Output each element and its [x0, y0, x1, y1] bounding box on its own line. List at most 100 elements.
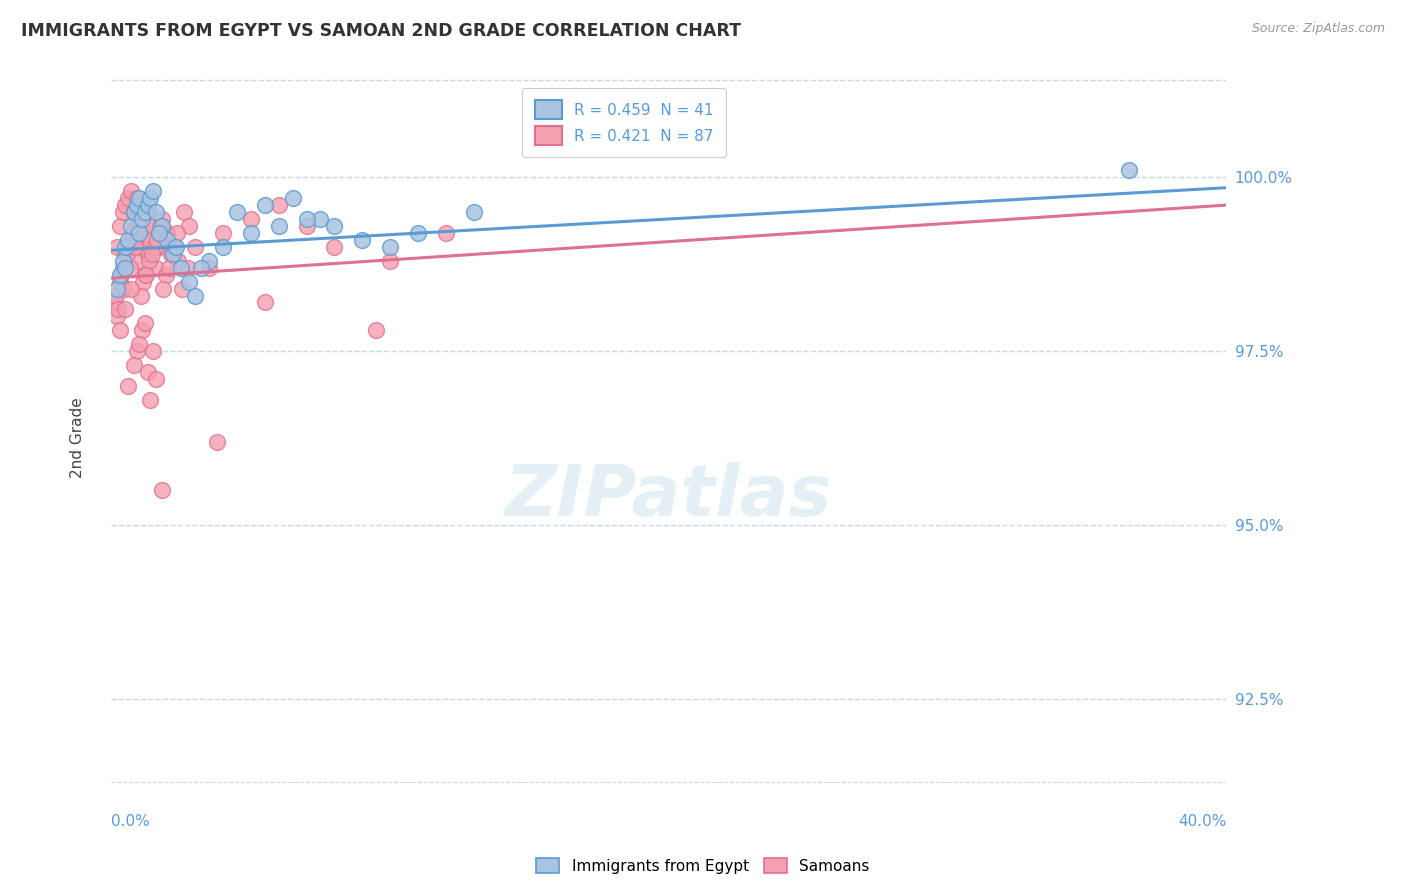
- Point: [115, 247, 138, 261]
- Point: [190, 260, 212, 275]
- Point: [105, 281, 128, 295]
- Point: [110, 268, 132, 282]
- Point: [122, 205, 145, 219]
- Point: [120, 184, 142, 198]
- Point: [142, 184, 165, 198]
- Point: [162, 240, 184, 254]
- Point: [111, 260, 134, 275]
- Point: [1118, 163, 1140, 178]
- Point: [309, 212, 332, 227]
- Point: [114, 247, 136, 261]
- Point: [134, 226, 156, 240]
- Point: [122, 205, 145, 219]
- Point: [267, 219, 290, 233]
- Point: [136, 198, 159, 212]
- Point: [129, 288, 152, 302]
- Point: [323, 219, 346, 233]
- Point: [112, 281, 135, 295]
- Point: [111, 205, 134, 219]
- Point: [134, 316, 156, 330]
- Point: [463, 205, 485, 219]
- Point: [366, 323, 388, 337]
- Point: [378, 240, 401, 254]
- Point: [142, 344, 165, 359]
- Point: [145, 205, 167, 219]
- Text: 0.0%: 0.0%: [111, 814, 150, 829]
- Point: [212, 240, 235, 254]
- Point: [108, 323, 131, 337]
- Point: [167, 253, 190, 268]
- Point: [239, 212, 262, 227]
- Point: [117, 191, 139, 205]
- Point: [134, 268, 156, 282]
- Point: [125, 344, 148, 359]
- Point: [139, 233, 162, 247]
- Point: [134, 205, 156, 219]
- Point: [155, 268, 177, 282]
- Point: [198, 260, 221, 275]
- Point: [111, 253, 134, 268]
- Point: [114, 240, 136, 254]
- Point: [125, 219, 148, 233]
- Point: [118, 260, 141, 275]
- Point: [114, 198, 136, 212]
- Point: [117, 379, 139, 393]
- Point: [120, 281, 142, 295]
- Legend: R = 0.459  N = 41, R = 0.421  N = 87: R = 0.459 N = 41, R = 0.421 N = 87: [523, 88, 725, 157]
- Point: [225, 205, 247, 219]
- Point: [107, 302, 129, 317]
- Point: [124, 240, 146, 254]
- Point: [253, 198, 276, 212]
- Point: [352, 233, 374, 247]
- Point: [128, 253, 150, 268]
- Point: [143, 240, 166, 254]
- Point: [172, 281, 194, 295]
- Point: [105, 240, 128, 254]
- Text: 40.0%: 40.0%: [1178, 814, 1226, 829]
- Point: [108, 219, 131, 233]
- Point: [406, 226, 429, 240]
- Point: [108, 268, 131, 282]
- Point: [108, 275, 131, 289]
- Point: [295, 219, 318, 233]
- Point: [114, 260, 136, 275]
- Point: [139, 392, 162, 407]
- Point: [139, 191, 162, 205]
- Point: [131, 212, 153, 227]
- Text: IMMIGRANTS FROM EGYPT VS SAMOAN 2ND GRADE CORRELATION CHART: IMMIGRANTS FROM EGYPT VS SAMOAN 2ND GRAD…: [21, 22, 741, 40]
- Point: [179, 275, 201, 289]
- Point: [114, 302, 136, 317]
- Point: [165, 240, 187, 254]
- Point: [120, 233, 142, 247]
- Text: ZIPatlas: ZIPatlas: [505, 462, 832, 531]
- Text: 2nd Grade: 2nd Grade: [70, 398, 86, 478]
- Point: [150, 483, 173, 498]
- Point: [148, 240, 170, 254]
- Point: [157, 260, 180, 275]
- Point: [131, 240, 153, 254]
- Point: [323, 240, 346, 254]
- Point: [128, 337, 150, 351]
- Point: [136, 365, 159, 379]
- Point: [117, 240, 139, 254]
- Point: [132, 275, 155, 289]
- Point: [152, 281, 174, 295]
- Point: [103, 295, 125, 310]
- Point: [128, 226, 150, 240]
- Point: [125, 198, 148, 212]
- Point: [122, 226, 145, 240]
- Point: [156, 226, 179, 240]
- Point: [198, 253, 221, 268]
- Point: [162, 247, 184, 261]
- Point: [125, 191, 148, 205]
- Point: [179, 219, 201, 233]
- Point: [212, 226, 235, 240]
- Point: [150, 219, 173, 233]
- Point: [117, 233, 139, 247]
- Point: [131, 323, 153, 337]
- Point: [135, 268, 157, 282]
- Point: [145, 260, 167, 275]
- Point: [267, 198, 290, 212]
- Point: [207, 434, 229, 449]
- Point: [127, 212, 149, 227]
